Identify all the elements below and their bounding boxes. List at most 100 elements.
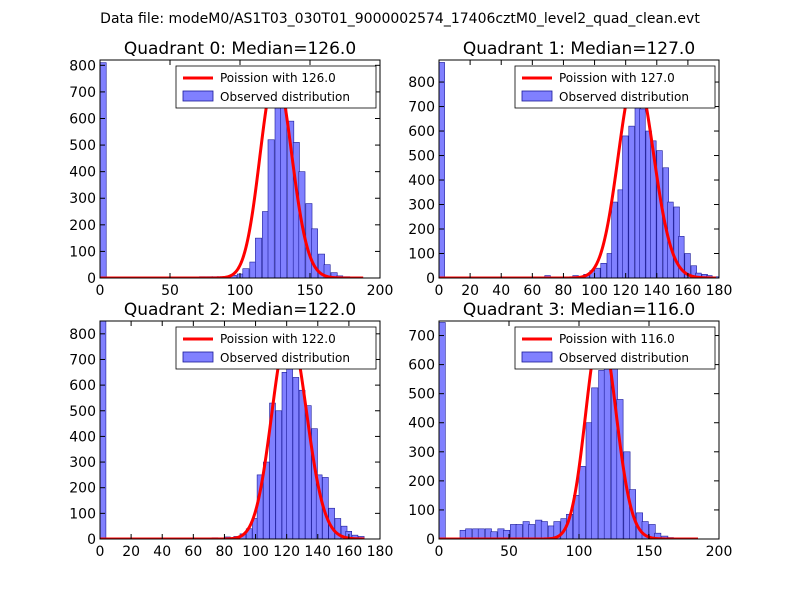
x-tick-label: 160	[336, 544, 363, 560]
y-tick-label: 300	[408, 198, 435, 214]
legend-label-observed: Observed distribution	[220, 351, 350, 365]
y-tick-label: 300	[69, 191, 96, 207]
histogram-bar	[334, 518, 342, 539]
x-tick-label: 140	[304, 544, 331, 560]
y-tick-label: 700	[408, 100, 435, 116]
y-tick-label: 800	[408, 75, 435, 91]
histogram-bar	[286, 348, 293, 539]
legend-label-poisson: Poission with 127.0	[559, 71, 675, 85]
y-tick-label: 200	[69, 218, 96, 234]
quadrant-0-chart: 0 50 100 150 200 0 100 200 300 400 500 600 700 800 Qua…	[69, 39, 393, 299]
x-tick-label: 120	[273, 544, 300, 560]
legend-bar-swatch	[182, 90, 214, 102]
y-tick-label: 400	[69, 429, 96, 445]
x-tick-label: 60	[523, 283, 541, 299]
histogram-bar	[477, 528, 485, 539]
histogram-bar	[298, 389, 306, 539]
y-tick-label: 100	[69, 506, 96, 522]
legend: Poission with 122.0 Observed distribution	[175, 326, 377, 370]
histogram-bar	[275, 410, 282, 539]
y-tick-label: 400	[408, 416, 435, 432]
x-tick-label: 160	[675, 283, 702, 299]
histogram-bar	[280, 94, 288, 278]
y-tick-label: 0	[87, 532, 96, 548]
histogram-bar	[540, 521, 548, 539]
legend-bar-swatch	[521, 351, 553, 363]
axes-frame	[99, 320, 381, 540]
x-tick-label: 200	[367, 283, 394, 299]
x-tick-label: 150	[636, 544, 663, 560]
x-tick-label: 40	[153, 544, 171, 560]
histogram-bar	[267, 139, 275, 278]
histogram-bar	[678, 236, 685, 278]
histogram-bar	[600, 263, 607, 278]
histogram-bar	[503, 529, 510, 539]
y-tick-label: 600	[69, 378, 96, 394]
histogram-bar	[249, 261, 257, 278]
quadrant-title: Quadrant 1: Median=127.0	[463, 39, 695, 59]
x-tick-label: 200	[706, 544, 733, 560]
legend-label-observed: Observed distribution	[559, 351, 689, 365]
legend-bar-swatch	[182, 351, 214, 363]
histogram-bar	[639, 108, 646, 278]
legend-label-observed: Observed distribution	[220, 90, 350, 104]
histogram-bar	[515, 524, 523, 539]
x-tick-label: 100	[581, 283, 608, 299]
x-tick-label: 100	[566, 544, 593, 560]
legend-bar-swatch	[521, 90, 553, 102]
y-tick-label: 200	[408, 222, 435, 238]
x-tick-label: 0	[96, 283, 105, 299]
histogram-bar	[242, 268, 250, 278]
histogram-bar	[656, 150, 663, 278]
x-tick-label: 120	[612, 283, 639, 299]
histogram-bar	[274, 102, 282, 278]
legend: Poission with 127.0 Observed distribution	[514, 65, 716, 109]
x-tick-label: 50	[161, 283, 179, 299]
histogram-bar	[578, 466, 586, 539]
quadrant-2-chart: 0 20 40 60 80 100 120 140 160 1800100200300400500…	[69, 300, 393, 560]
histogram-bar	[622, 135, 629, 278]
quadrant-3-chart: 0 50 100 150 200 0 100 200 300 400 500 600 700 Quadra…	[408, 300, 732, 560]
x-tick-label: 50	[500, 544, 518, 560]
quadrant-title: Quadrant 2: Median=122.0	[124, 300, 356, 320]
y-tick-label: 700	[408, 329, 435, 345]
legend-label-observed: Observed distribution	[559, 90, 689, 104]
y-tick-label: 500	[408, 149, 435, 165]
y-tick-label: 100	[69, 244, 96, 260]
histogram-bar	[262, 211, 269, 278]
y-tick-label: 800	[69, 327, 96, 343]
x-tick-label: 180	[367, 544, 394, 560]
legend-label-poisson: Poission with 126.0	[220, 71, 336, 85]
histogram-bar	[591, 387, 599, 539]
histogram-bar	[100, 62, 107, 278]
x-tick-label: 140	[643, 283, 670, 299]
x-tick-label: 100	[227, 283, 254, 299]
y-tick-label: 400	[69, 165, 96, 181]
axes-frame	[438, 59, 720, 279]
x-tick-label: 80	[555, 283, 573, 299]
histogram-bar	[611, 201, 618, 278]
histogram-bar	[594, 267, 601, 278]
x-tick-label: 150	[297, 283, 324, 299]
x-tick-label: 20	[461, 283, 479, 299]
x-tick-label: 180	[706, 283, 733, 299]
y-tick-label: 200	[408, 474, 435, 490]
y-tick-label: 300	[408, 445, 435, 461]
legend: Poission with 116.0 Observed distribution	[514, 326, 716, 370]
x-tick-label: 80	[216, 544, 234, 560]
legend-label-poisson: Poission with 116.0	[559, 332, 675, 346]
y-tick-label: 600	[408, 124, 435, 140]
x-tick-label: 20	[122, 544, 140, 560]
y-tick-label: 300	[69, 455, 96, 471]
y-tick-label: 200	[69, 481, 96, 497]
y-tick-label: 800	[69, 58, 96, 74]
histogram-bar	[100, 321, 107, 539]
x-tick-label: 60	[184, 544, 202, 560]
y-tick-label: 100	[408, 503, 435, 519]
quadrant-1-chart: 0 20 40 60 80 100 120 140 160 1800100200300400500…	[408, 39, 732, 299]
x-tick-label: 100	[242, 544, 269, 560]
y-tick-label: 0	[426, 271, 435, 287]
histogram-bar	[648, 524, 656, 539]
x-tick-label: 40	[492, 283, 510, 299]
